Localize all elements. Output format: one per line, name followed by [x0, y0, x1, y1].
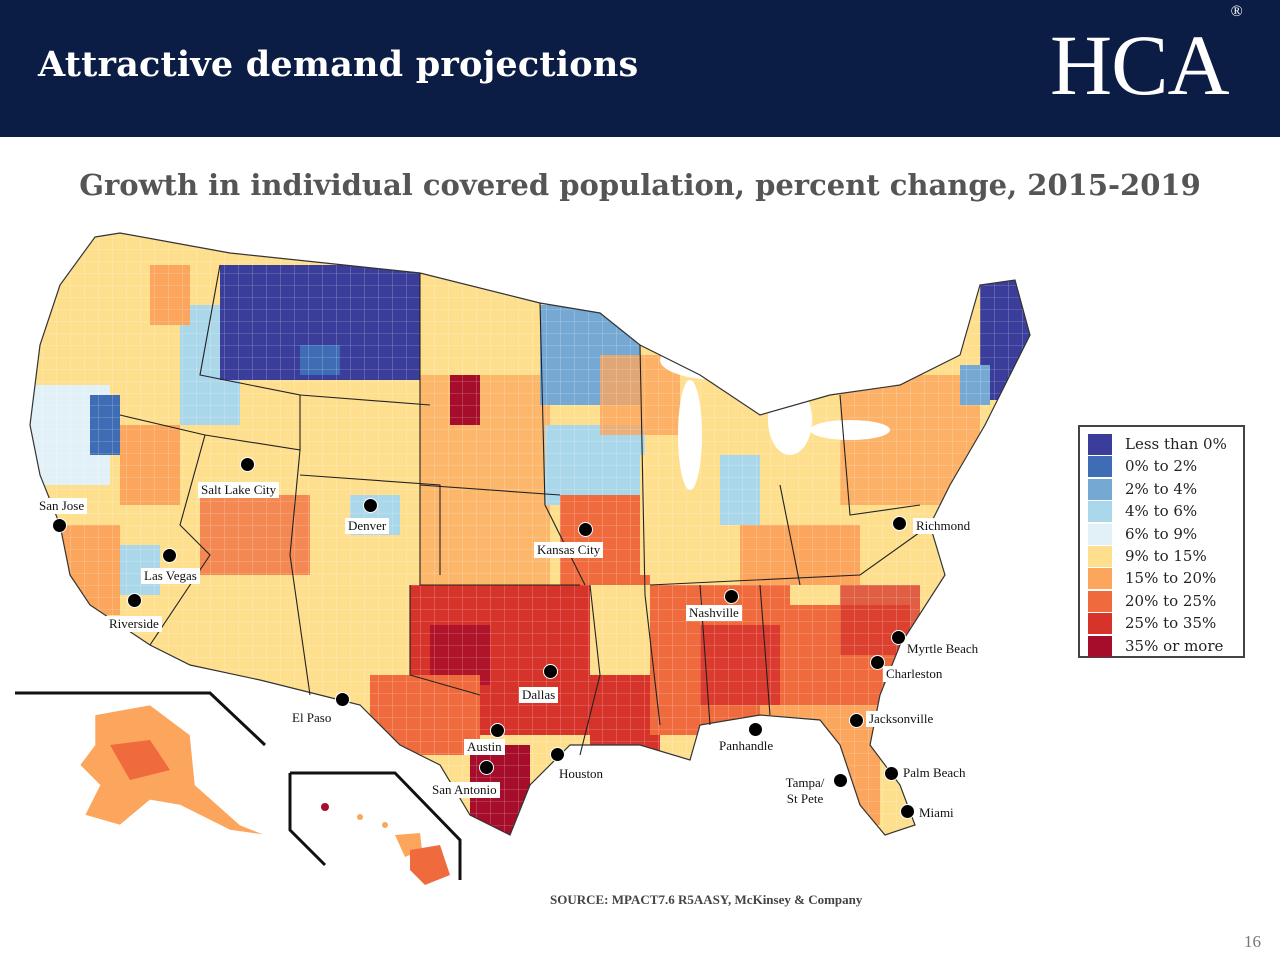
city-label-el-paso: El Paso	[289, 710, 335, 726]
city-label-myrtle-beach: Myrtle Beach	[904, 641, 982, 657]
city-dot-nashville	[724, 589, 739, 604]
city-label-houston: Houston	[556, 766, 607, 782]
source-note: SOURCE: MPACT7.6 R5AASY, McKinsey & Comp…	[550, 892, 863, 907]
city-dot-el-paso	[335, 692, 350, 707]
legend-row: 25% to 35%	[1088, 613, 1243, 635]
legend-label: 15% to 20%	[1125, 569, 1217, 588]
legend-row: Less than 0%	[1088, 434, 1243, 455]
city-dot-richmond	[892, 516, 907, 531]
legend-label: 20% to 25%	[1125, 591, 1217, 610]
legend-label: 4% to 6%	[1125, 502, 1198, 521]
hca-logo: HCA®	[1050, 4, 1243, 108]
city-dot-dallas	[543, 664, 558, 679]
city-label-salt-lake-city: Salt Lake City	[198, 482, 280, 498]
city-label-jacksonville: Jacksonville	[866, 711, 937, 727]
legend-row: 15% to 20%	[1088, 568, 1243, 590]
city-label-nashville: Nashville	[686, 605, 742, 621]
page-number: 16	[1244, 932, 1261, 951]
city-dot-miami	[900, 804, 915, 819]
legend-swatch	[1088, 456, 1112, 478]
legend-row: 4% to 6%	[1088, 501, 1243, 523]
legend-label: 35% or more	[1125, 636, 1224, 655]
city-label-las-vegas: Las Vegas	[141, 568, 200, 584]
legend-label: Less than 0%	[1125, 435, 1227, 453]
legend-swatch	[1088, 546, 1112, 567]
city-dot-austin	[490, 723, 505, 738]
city-label-tampa-st-pete: Tampa/ St Pete	[777, 775, 833, 807]
us-map-graphic	[15, 232, 1031, 885]
alaska-inset-border	[15, 691, 267, 747]
city-label-kansas-city: Kansas City	[534, 542, 604, 558]
city-dot-charleston	[870, 655, 885, 670]
legend-row: 35% or more	[1088, 635, 1243, 657]
map-subtitle: Growth in individual covered population,…	[79, 168, 1201, 202]
city-label-riverside: Riverside	[106, 616, 162, 632]
legend-row: 6% to 9%	[1088, 523, 1243, 545]
city-label-san-antonio: San Antonio	[429, 782, 500, 798]
city-label-charleston: Charleston	[883, 666, 946, 682]
hawaii-island-big	[410, 845, 450, 885]
hawaii-inset-border	[290, 771, 462, 880]
legend-swatch	[1088, 635, 1112, 657]
city-dot-denver	[363, 498, 378, 513]
legend-label: 6% to 9%	[1125, 524, 1198, 543]
city-dot-panhandle	[748, 722, 763, 737]
header-bar: Attractive demand projections HCA®	[0, 0, 1280, 137]
city-dot-jacksonville	[849, 713, 864, 728]
legend-swatch	[1088, 501, 1112, 523]
state-borders	[119, 264, 931, 756]
color-legend: Less than 0% 0% to 2% 2% to 4% 4% to 6% 6% t…	[1078, 425, 1245, 658]
slide-title: Attractive demand projections	[38, 44, 639, 85]
hawaii-island-oahu	[357, 814, 363, 820]
legend-swatch	[1088, 568, 1112, 590]
city-dot-palm-beach	[884, 766, 899, 781]
legend-label: 0% to 2%	[1125, 457, 1198, 476]
legend-row: 20% to 25%	[1088, 590, 1243, 612]
legend-label: 2% to 4%	[1125, 479, 1198, 498]
hawaii-island-kauai	[321, 803, 329, 811]
alaska	[79, 704, 266, 836]
hawaii-inset-border-left	[288, 773, 327, 867]
city-label-austin: Austin	[464, 739, 505, 755]
legend-label: 25% to 35%	[1125, 614, 1217, 633]
legend-row: 0% to 2%	[1088, 456, 1243, 478]
legend-swatch	[1088, 434, 1112, 455]
legend-row: 9% to 15%	[1088, 546, 1243, 567]
us-outline	[29, 232, 1031, 836]
city-label-dallas: Dallas	[519, 687, 559, 703]
city-dot-salt-lake-city	[240, 457, 255, 472]
city-label-palm-beach: Palm Beach	[900, 765, 969, 781]
city-dot-tampa-st-pete	[833, 773, 848, 788]
city-dot-kansas-city	[578, 522, 593, 537]
us-map: San Jose Salt Lake City Denver Las Vegas…	[0, 225, 1080, 885]
city-label-richmond: Richmond	[913, 518, 974, 534]
legend-swatch	[1088, 523, 1112, 545]
city-label-miami: Miami	[916, 805, 957, 821]
legend-swatch	[1088, 613, 1112, 635]
legend-row: 2% to 4%	[1088, 478, 1243, 500]
alaska-detail	[110, 740, 170, 780]
city-dot-san-antonio	[479, 760, 494, 775]
city-dot-houston	[550, 747, 565, 762]
city-label-denver: Denver	[345, 518, 390, 534]
legend-swatch	[1088, 478, 1112, 500]
city-dot-san-jose	[52, 518, 67, 533]
registered-mark: ®	[1230, 3, 1243, 21]
city-label-panhandle: Panhandle	[716, 738, 777, 754]
hawaii-island-molokai	[382, 822, 388, 828]
legend-swatch	[1088, 590, 1112, 612]
city-dot-las-vegas	[162, 548, 177, 563]
logo-text: HCA	[1050, 17, 1230, 113]
city-label-san-jose: San Jose	[36, 498, 88, 514]
city-dot-myrtle-beach	[891, 630, 906, 645]
city-dot-riverside	[127, 593, 142, 608]
legend-label: 9% to 15%	[1125, 547, 1207, 565]
